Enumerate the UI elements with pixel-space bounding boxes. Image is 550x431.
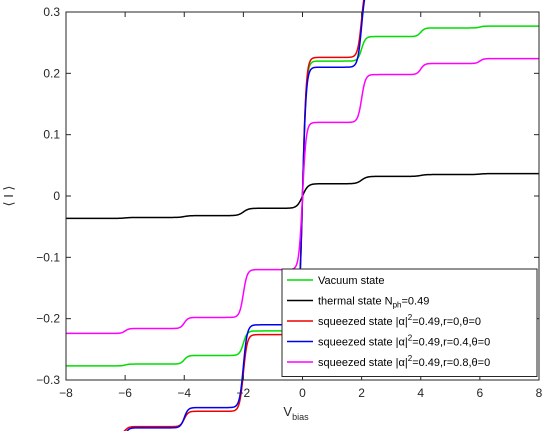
x-tick-label: −2	[237, 386, 251, 400]
x-tick-label: −8	[59, 386, 73, 400]
x-tick-label: −4	[177, 386, 191, 400]
y-tick-label: −0.1	[36, 250, 60, 264]
legend-label-0: Vacuum state	[318, 275, 384, 287]
y-tick-label: 0.3	[43, 5, 60, 19]
x-axis-label-sub: bias	[292, 412, 309, 422]
x-tick-label: 2	[358, 386, 365, 400]
y-tick-label: −0.2	[36, 312, 60, 326]
legend-label-4: squeezed state |α|2=0.49,r=0.8,θ=0	[318, 354, 490, 369]
x-tick-label: 8	[536, 386, 543, 400]
legend-label-2: squeezed state |α|2=0.49,r=0,θ=0	[318, 313, 481, 328]
y-tick-label: 0	[53, 189, 60, 203]
x-axis-label-main: V	[283, 404, 292, 419]
x-tick-label: 0	[299, 386, 306, 400]
legend: Vacuum state thermal state Nph=0.49 squeez…	[282, 269, 537, 377]
y-tick-label: 0.2	[43, 66, 60, 80]
legend-label-3: squeezed state |α|2=0.49,r=0.4,θ=0	[318, 334, 490, 349]
y-tick-label: −0.3	[36, 373, 60, 387]
x-tick-label: 4	[417, 386, 424, 400]
legend-label-1: thermal state Nph=0.49	[318, 296, 429, 310]
x-tick-label: 6	[477, 386, 484, 400]
y-axis-label: ⟨ I ⟩	[1, 186, 16, 207]
y-tick-label: 0.1	[43, 128, 60, 142]
x-axis-label: Vbias	[283, 404, 309, 422]
x-tick-label: −6	[118, 386, 132, 400]
